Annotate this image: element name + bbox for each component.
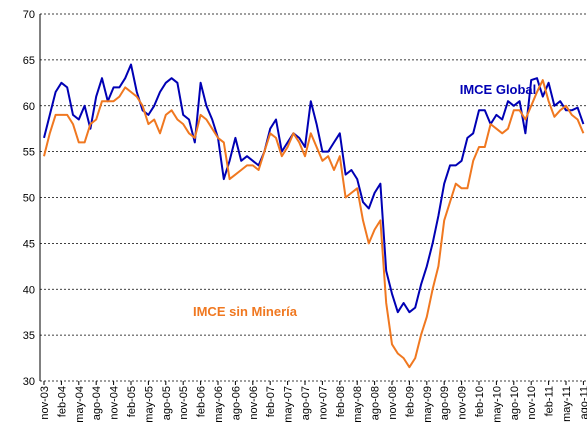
y-tick-label: 50	[23, 193, 35, 205]
x-tick-label: nov-06	[248, 386, 260, 420]
series-line	[43, 63, 585, 314]
x-tick-label: feb-06	[196, 386, 208, 417]
x-tick-label: feb-05	[126, 386, 138, 417]
x-tick-label: nov-09	[457, 386, 469, 420]
x-tick-label: ago-05	[161, 386, 173, 420]
x-tick-label: may-04	[74, 386, 86, 423]
x-tick-label: nov-07	[317, 386, 329, 420]
y-tick-label: 65	[23, 55, 35, 67]
y-tick-label: 45	[23, 238, 35, 250]
x-tick-label: nov-04	[109, 386, 121, 420]
x-tick-label: ago-07	[300, 386, 312, 420]
x-tick-label: may-05	[143, 386, 155, 423]
series-label: IMCE sin Minería	[193, 304, 298, 319]
x-tick-label: ago-11	[578, 386, 587, 419]
x-tick-label: feb-10	[474, 386, 486, 417]
y-tick-label: 35	[23, 330, 35, 342]
x-tick-label: ago-10	[509, 386, 521, 420]
x-tick-label: ago-04	[91, 386, 103, 420]
x-tick-label: may-07	[283, 386, 295, 423]
x-tick-label: feb-04	[56, 386, 68, 417]
x-tick-label: feb-11	[544, 386, 556, 416]
y-tick-label: 60	[23, 101, 35, 113]
y-tick-label: 70	[23, 9, 35, 21]
x-tick-label: nov-05	[178, 386, 190, 420]
x-tick-label: nov-10	[526, 386, 538, 420]
x-tick-label: ago-08	[370, 386, 382, 420]
series-line	[43, 79, 585, 369]
y-tick-label: 55	[23, 147, 35, 159]
series-label: IMCE Global	[460, 82, 537, 97]
x-tick-label: nov-03	[39, 386, 51, 420]
x-tick-label: may-10	[491, 386, 503, 423]
x-tick-label: ago-09	[439, 386, 451, 420]
x-tick-label: may-09	[422, 386, 434, 423]
x-tick-label: may-11	[561, 386, 573, 422]
y-tick-label: 30	[23, 376, 35, 388]
x-tick-label: nov-08	[387, 386, 399, 420]
x-tick-label: feb-08	[335, 386, 347, 417]
x-tick-label: feb-07	[265, 386, 277, 417]
x-tick-label: ago-06	[230, 386, 242, 420]
y-tick-label: 40	[23, 284, 35, 296]
x-tick-label: feb-09	[404, 386, 416, 417]
x-tick-label: may-06	[213, 386, 225, 423]
x-tick-label: may-08	[352, 386, 364, 423]
